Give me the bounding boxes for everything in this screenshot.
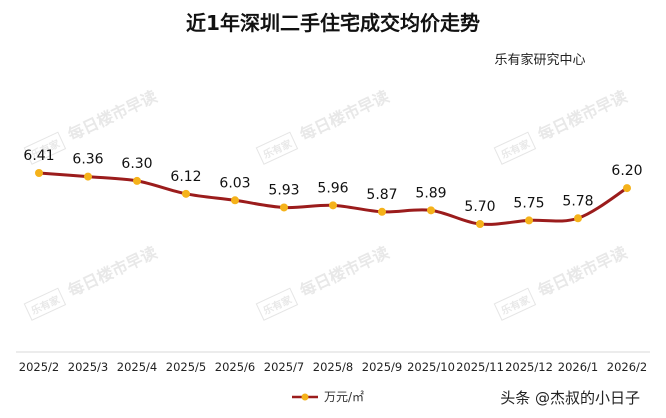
data-point xyxy=(476,220,484,228)
data-point xyxy=(574,214,582,223)
data-point xyxy=(329,201,337,210)
x-tick-label: 2025/10 xyxy=(407,360,455,374)
data-label: 5.75 xyxy=(513,195,544,211)
legend-label: 万元/㎡ xyxy=(324,390,364,404)
x-tick-label: 2025/4 xyxy=(117,360,157,374)
data-label: 6.30 xyxy=(121,156,152,172)
data-point xyxy=(231,196,239,205)
data-point xyxy=(280,203,288,212)
data-point xyxy=(182,189,190,198)
x-tick-label: 2025/9 xyxy=(362,360,402,374)
data-label: 6.12 xyxy=(170,169,201,185)
data-label: 5.87 xyxy=(366,187,397,203)
data-label: 5.78 xyxy=(562,193,593,209)
data-label: 5.70 xyxy=(464,199,495,215)
data-label: 6.03 xyxy=(219,175,250,191)
data-label: 5.96 xyxy=(317,180,348,196)
legend-marker-swatch xyxy=(301,393,309,401)
x-tick-label: 2025/11 xyxy=(456,360,504,374)
chart-title: 近1年深圳二手住宅成交均价走势 xyxy=(186,11,480,35)
data-label: 5.93 xyxy=(268,182,299,198)
data-point xyxy=(525,216,533,225)
data-point xyxy=(623,184,631,193)
data-label: 6.36 xyxy=(72,152,103,168)
x-tick-label: 2025/8 xyxy=(313,360,353,374)
source-note: 乐有家研究中心 xyxy=(494,52,585,68)
x-tick-label: 2026/2 xyxy=(607,360,647,374)
data-point xyxy=(84,172,92,181)
x-tick-label: 2025/12 xyxy=(505,360,553,374)
data-label: 6.41 xyxy=(23,148,54,164)
x-tick-label: 2026/1 xyxy=(558,360,598,374)
legend: 万元/㎡ xyxy=(292,390,364,404)
x-tick-label: 2025/2 xyxy=(19,360,59,374)
series-layer: 6.41 6.36 6.30 6.12 6.03 5.93 5.96 5.87 5.89 5.70… xyxy=(23,148,643,228)
data-label: 6.20 xyxy=(611,163,642,179)
footer-credit: 头条 @杰叔的小日子 xyxy=(500,389,640,407)
data-point xyxy=(35,169,43,177)
data-label: 5.89 xyxy=(415,185,446,201)
x-tick-label: 2025/5 xyxy=(166,360,206,374)
x-tick-label: 2025/7 xyxy=(264,360,304,374)
x-tick-label: 2025/3 xyxy=(68,360,108,374)
data-point xyxy=(378,207,386,216)
x-tick-label: 2025/6 xyxy=(215,360,255,374)
x-axis: 2025/2 2025/3 2025/4 2025/5 2025/6 2025/7 2025… xyxy=(16,351,650,374)
data-point xyxy=(133,176,141,185)
data-point xyxy=(427,206,435,215)
